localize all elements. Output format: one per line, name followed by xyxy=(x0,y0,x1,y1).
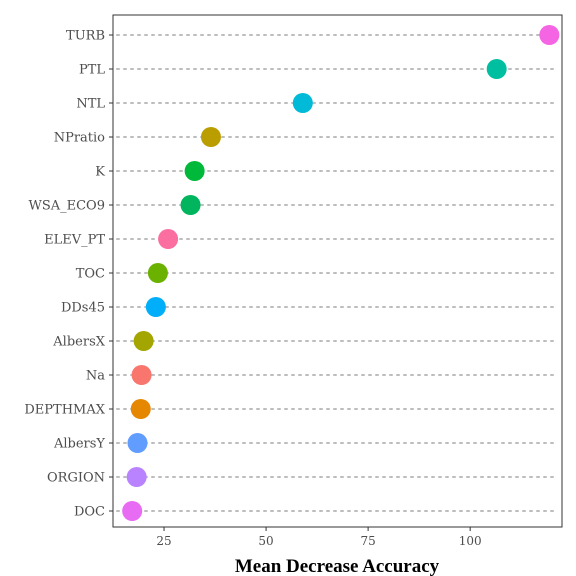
category-label: WSA_ECO9 xyxy=(28,199,105,214)
x-axis-title: Mean Decrease Accuracy xyxy=(235,556,440,576)
data-point-toc xyxy=(147,263,168,283)
data-point-albersy xyxy=(127,433,148,453)
x-tick-label: 50 xyxy=(258,534,273,548)
category-label: NPratio xyxy=(54,131,105,146)
category-label: DDs45 xyxy=(61,301,105,316)
category-label: DOC xyxy=(74,505,105,520)
plot-panel xyxy=(112,14,563,528)
grid-lines xyxy=(116,34,559,512)
x-axis-ticks: 25 50 75 100 xyxy=(156,527,482,548)
x-tick-label: 25 xyxy=(156,534,171,548)
category-label: ORGION xyxy=(47,471,105,486)
data-point-ntl xyxy=(292,93,313,113)
category-label: PTL xyxy=(79,63,105,78)
category-label: AlbersX xyxy=(52,335,105,350)
data-point-wsa-eco9 xyxy=(180,195,201,215)
category-label: AlbersY xyxy=(53,437,105,452)
category-label: K xyxy=(95,165,105,180)
data-points xyxy=(122,25,560,521)
data-point-elev-pt xyxy=(158,229,179,249)
category-label: TURB xyxy=(66,29,105,44)
data-point-npratio xyxy=(200,127,221,147)
data-point-dds45 xyxy=(145,297,166,317)
category-label: Na xyxy=(86,369,105,384)
data-point-k xyxy=(184,161,205,181)
data-point-na xyxy=(131,365,152,385)
category-label: NTL xyxy=(76,97,105,112)
data-point-depthmax xyxy=(130,399,151,419)
x-tick-label: 100 xyxy=(459,534,482,548)
data-point-albersx xyxy=(133,331,154,351)
category-labels: TURB PTL NTL NPratio K WSA_ECO9 ELEV_PT TOC DDs4… xyxy=(24,29,113,520)
data-point-turb xyxy=(539,25,560,45)
data-point-doc xyxy=(122,501,143,521)
data-point-orgion xyxy=(126,467,147,487)
x-tick-label: 75 xyxy=(360,534,375,548)
category-label: DEPTHMAX xyxy=(24,403,105,418)
category-label: ELEV_PT xyxy=(44,233,105,248)
data-point-ptl xyxy=(486,59,507,79)
category-label: TOC xyxy=(76,267,105,282)
